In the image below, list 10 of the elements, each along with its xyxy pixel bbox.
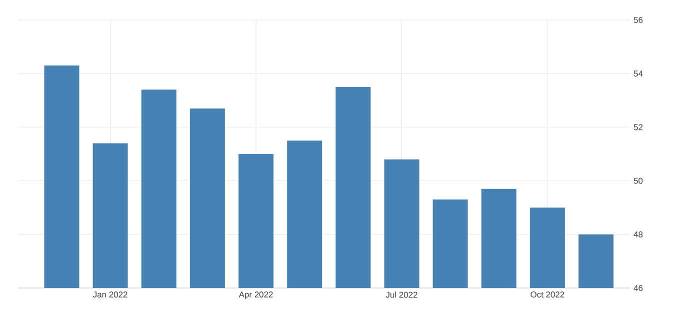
- y-tick-label: 48: [634, 231, 643, 238]
- y-tick-label: 52: [634, 124, 643, 130]
- y-tick-label: 54: [634, 70, 643, 77]
- x-tick-label: Oct 2022: [530, 292, 564, 298]
- y-tick-label: 56: [634, 17, 643, 23]
- y-tick-label: 50: [634, 178, 643, 184]
- x-tick-label: Jul 2022: [386, 292, 418, 298]
- x-tick-label: Jan 2022: [92, 292, 128, 298]
- x-tick-label: Apr 2022: [238, 292, 273, 300]
- y-tick-label: 46: [634, 285, 643, 291]
